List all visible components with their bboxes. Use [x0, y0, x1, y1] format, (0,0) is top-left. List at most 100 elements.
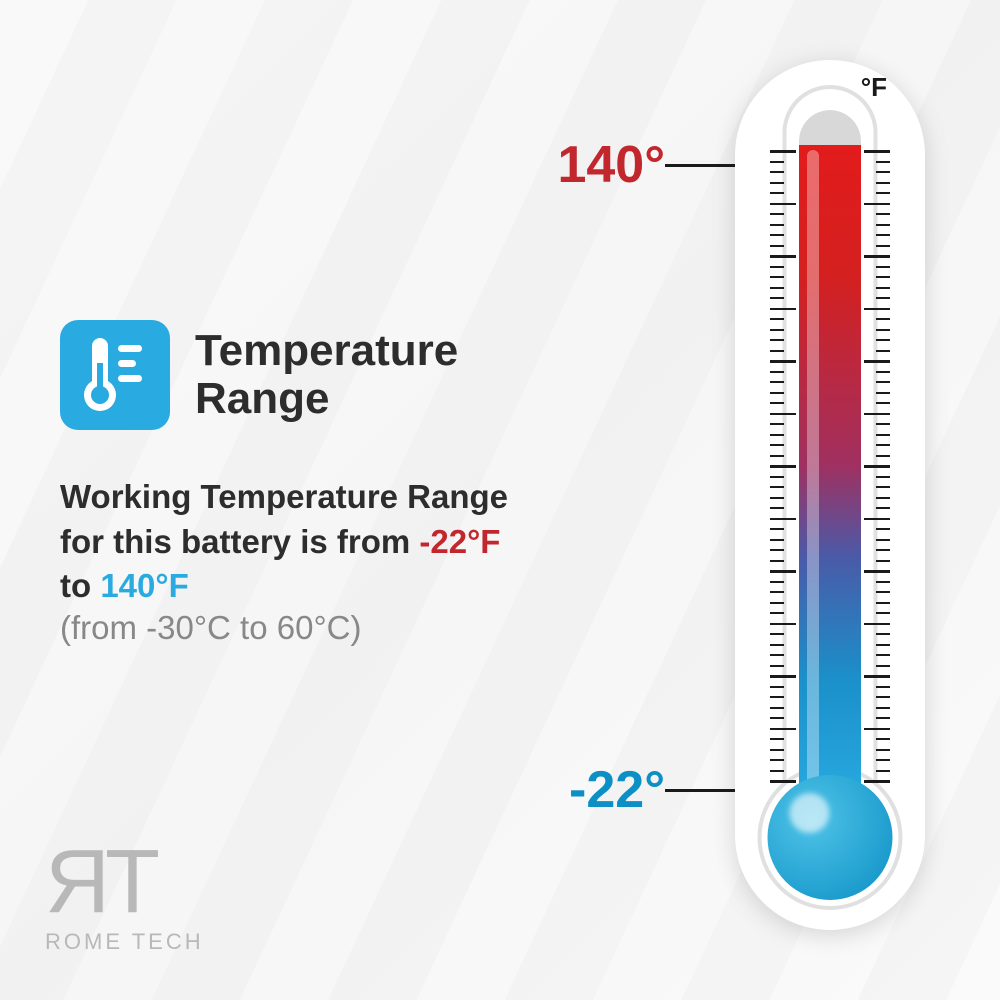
tick: [876, 770, 890, 772]
tick: [876, 654, 890, 656]
low-temp-label: -22°: [569, 760, 665, 820]
tick: [770, 602, 784, 604]
description-sub: (from -30°C to 60°C): [60, 609, 540, 647]
tick: [876, 591, 890, 593]
tick: [864, 413, 890, 416]
tick: [770, 392, 784, 394]
tick: [770, 581, 784, 583]
text-content: Temperature Range Working Temperature Ra…: [60, 320, 540, 647]
cold-value: -22°F: [419, 523, 500, 560]
tick: [876, 707, 890, 709]
tick: [770, 234, 784, 236]
high-temp-label: 140°: [557, 135, 665, 195]
section-title: Temperature Range: [195, 327, 540, 424]
tick: [770, 224, 784, 226]
high-marker-line: [665, 164, 735, 167]
tick: [864, 728, 890, 731]
thermometer: °F 140° -22°: [700, 60, 960, 940]
tick: [770, 455, 784, 457]
tick: [770, 497, 784, 499]
tick: [876, 612, 890, 614]
tick: [770, 150, 796, 153]
tick: [770, 780, 796, 783]
tick: [876, 528, 890, 530]
logo-mark: ЯT: [45, 831, 204, 934]
tick: [770, 738, 784, 740]
thermometer-body: °F: [735, 60, 925, 930]
tick: [864, 465, 890, 468]
tick: [770, 350, 784, 352]
tick: [770, 329, 784, 331]
tick: [876, 486, 890, 488]
tick: [770, 276, 784, 278]
tick: [770, 749, 784, 751]
tick: [876, 287, 890, 289]
unit-label: °F: [861, 72, 887, 103]
tick: [876, 665, 890, 667]
tick: [770, 444, 784, 446]
tick: [876, 696, 890, 698]
tick: [876, 455, 890, 457]
tick: [876, 318, 890, 320]
tick: [876, 224, 890, 226]
infographic-container: Temperature Range Working Temperature Ra…: [0, 0, 1000, 1000]
tick: [770, 633, 784, 635]
tick: [876, 392, 890, 394]
tick: [876, 602, 890, 604]
tick: [876, 749, 890, 751]
high-temp-marker: 140°: [557, 135, 735, 195]
hot-value: 140°F: [100, 567, 188, 604]
thermometer-icon: [80, 333, 150, 418]
tick: [876, 381, 890, 383]
tick: [770, 707, 784, 709]
tick: [876, 444, 890, 446]
tick: [770, 518, 796, 521]
thermometer-bulb: [768, 775, 893, 900]
tick: [876, 717, 890, 719]
tick: [770, 612, 784, 614]
tick: [876, 339, 890, 341]
tick: [770, 266, 784, 268]
tick: [770, 465, 796, 468]
tick: [770, 161, 784, 163]
tick: [770, 297, 784, 299]
tick: [770, 192, 784, 194]
tick: [770, 213, 784, 215]
body-mid: to: [60, 567, 100, 604]
tick: [876, 182, 890, 184]
tick: [770, 434, 784, 436]
tick: [876, 507, 890, 509]
tick: [864, 255, 890, 258]
tick: [864, 675, 890, 678]
header-row: Temperature Range: [60, 320, 540, 430]
tick: [876, 161, 890, 163]
tick: [876, 371, 890, 373]
tick: [770, 413, 796, 416]
tick: [876, 213, 890, 215]
tick: [770, 171, 784, 173]
tick: [770, 654, 784, 656]
tick: [770, 539, 784, 541]
tick: [876, 350, 890, 352]
tick: [876, 633, 890, 635]
bulb-highlight: [790, 793, 830, 833]
tick: [770, 644, 784, 646]
tick: [770, 423, 784, 425]
scale-ticks: [770, 150, 890, 780]
tick: [876, 276, 890, 278]
tick: [770, 371, 784, 373]
tick: [876, 476, 890, 478]
tick: [876, 549, 890, 551]
tick: [876, 738, 890, 740]
tick: [876, 266, 890, 268]
tick: [876, 497, 890, 499]
tick: [770, 675, 796, 678]
brand-logo: ЯT ROME TECH: [45, 831, 204, 955]
tick: [876, 329, 890, 331]
tick: [864, 518, 890, 521]
tick: [876, 644, 890, 646]
tick: [864, 780, 890, 783]
tick: [770, 507, 784, 509]
tick: [770, 770, 784, 772]
tick: [770, 728, 796, 731]
